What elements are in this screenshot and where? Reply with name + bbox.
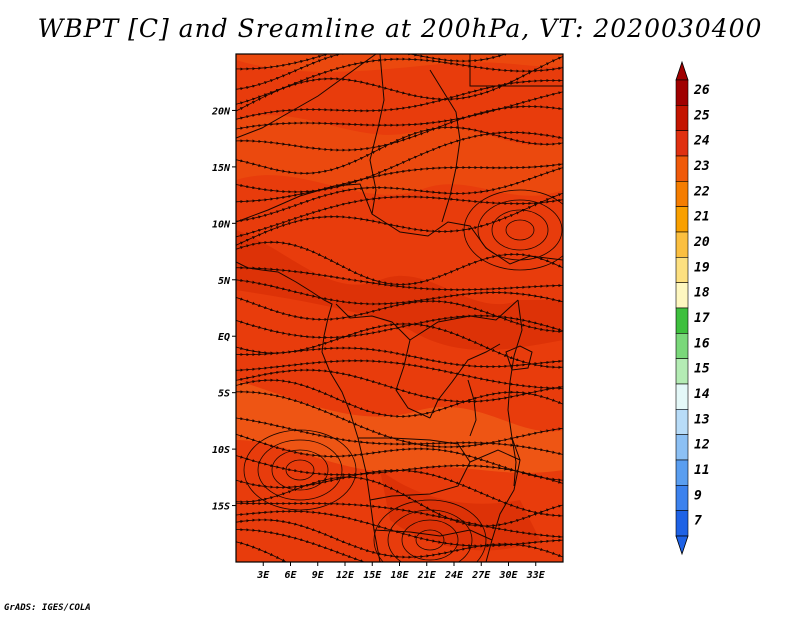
lat-tick-label: 20N bbox=[211, 106, 231, 117]
colorbar-label: 17 bbox=[694, 311, 710, 326]
streamline bbox=[236, 527, 562, 562]
lon-tick-label: 12E bbox=[336, 570, 355, 581]
lon-tick-label: 24E bbox=[444, 570, 464, 581]
colorbar-cell bbox=[675, 105, 689, 131]
streamline-eddy bbox=[505, 219, 535, 241]
lon-tick-label: 9E bbox=[312, 570, 325, 581]
colorbar-label: 26 bbox=[693, 83, 710, 98]
colorbar-arrow-top bbox=[675, 60, 689, 81]
streamline-eddy bbox=[373, 499, 487, 562]
colorbar-cell bbox=[675, 130, 689, 157]
colorbar-label: 11 bbox=[694, 463, 710, 478]
colorbar-cell bbox=[675, 257, 689, 283]
lon-tick-label: 27E bbox=[471, 570, 491, 581]
lon-tick-label: 30E bbox=[498, 570, 518, 581]
colorbar-arrow-bottom bbox=[675, 535, 689, 556]
streamlines bbox=[230, 6, 566, 562]
colorbar-cell bbox=[675, 231, 689, 258]
colorbar-cell bbox=[675, 333, 689, 359]
colorbar-cell bbox=[675, 181, 689, 207]
lat-tick-label: 15N bbox=[212, 163, 231, 174]
colorbar-label: 12 bbox=[694, 438, 710, 453]
streamline-eddy bbox=[285, 459, 315, 481]
chart-title: WBPT [C] and Sreamline at 200hPa, VT: 20… bbox=[37, 14, 763, 43]
colorbar-label: 19 bbox=[694, 260, 710, 275]
streamline bbox=[230, 6, 566, 48]
colorbar-cell bbox=[675, 79, 689, 106]
colorbar-label: 16 bbox=[694, 336, 710, 351]
colorbar-cell bbox=[675, 459, 689, 486]
map-area bbox=[230, 6, 566, 562]
colorbar-cell bbox=[675, 307, 689, 334]
colorbar-label: 7 bbox=[694, 514, 702, 529]
colorbar-label: 24 bbox=[693, 134, 710, 149]
latitude-axis: 20N 15N 10N 5N EQ 5S 10S 15S bbox=[211, 106, 236, 513]
streamline-eddy bbox=[257, 439, 343, 501]
colorbar-cell bbox=[675, 485, 689, 511]
lon-tick-label: 15E bbox=[363, 570, 382, 581]
colorbar-label: 14 bbox=[694, 387, 710, 402]
colorbar: 26 25 24 23 22 21 20 19 18 17 16 15 14 13 12 11 9 7 bbox=[675, 60, 710, 556]
streamline-eddy bbox=[477, 199, 563, 261]
lon-tick-label: 21E bbox=[417, 570, 437, 581]
colorbar-cell bbox=[675, 409, 689, 435]
colorbar-label: 13 bbox=[694, 412, 710, 427]
colorbar-label: 23 bbox=[693, 159, 710, 174]
colorbar-cell bbox=[675, 206, 689, 233]
streamline-eddy bbox=[415, 529, 445, 551]
colorbar-cell bbox=[675, 510, 689, 537]
lat-tick-label: 15S bbox=[212, 502, 230, 513]
colorbar-label: 20 bbox=[693, 235, 710, 250]
colorbar-cell bbox=[675, 434, 689, 461]
streamline-eddy bbox=[243, 429, 357, 511]
grads-credit: GrADS: IGES/COLA bbox=[4, 603, 91, 613]
lat-tick-label: EQ bbox=[218, 332, 230, 343]
colorbar-cell bbox=[675, 155, 689, 182]
lon-tick-label: 18E bbox=[390, 570, 409, 581]
longitude-axis: 3E 6E 9E 12E 15E 18E 21E 24E 27E 30E 33E bbox=[256, 562, 546, 581]
lat-tick-label: 10S bbox=[212, 445, 230, 456]
lat-tick-label: 5S bbox=[218, 389, 230, 400]
streamline-eddy bbox=[491, 209, 549, 251]
streamline-eddy bbox=[271, 449, 329, 491]
colorbar-cell bbox=[675, 282, 689, 309]
colorbar-label: 22 bbox=[693, 184, 710, 199]
streamline-eddy bbox=[387, 509, 473, 562]
colorbar-label: 18 bbox=[694, 286, 710, 301]
streamline-eddy bbox=[401, 519, 459, 561]
colorbar-label: 21 bbox=[693, 210, 710, 225]
lat-tick-label: 5N bbox=[218, 276, 231, 287]
colorbar-cell bbox=[675, 383, 689, 410]
colorbar-cell bbox=[675, 358, 689, 385]
lon-tick-label: 33E bbox=[526, 570, 546, 581]
lon-tick-label: 6E bbox=[284, 570, 297, 581]
streamline-eddy bbox=[463, 189, 563, 271]
colorbar-label: 9 bbox=[694, 488, 702, 503]
lat-tick-label: 10N bbox=[212, 219, 231, 230]
streamline bbox=[236, 192, 563, 248]
colorbar-label: 15 bbox=[694, 362, 710, 377]
lon-tick-label: 3E bbox=[256, 570, 270, 581]
colorbar-label: 25 bbox=[693, 108, 710, 123]
